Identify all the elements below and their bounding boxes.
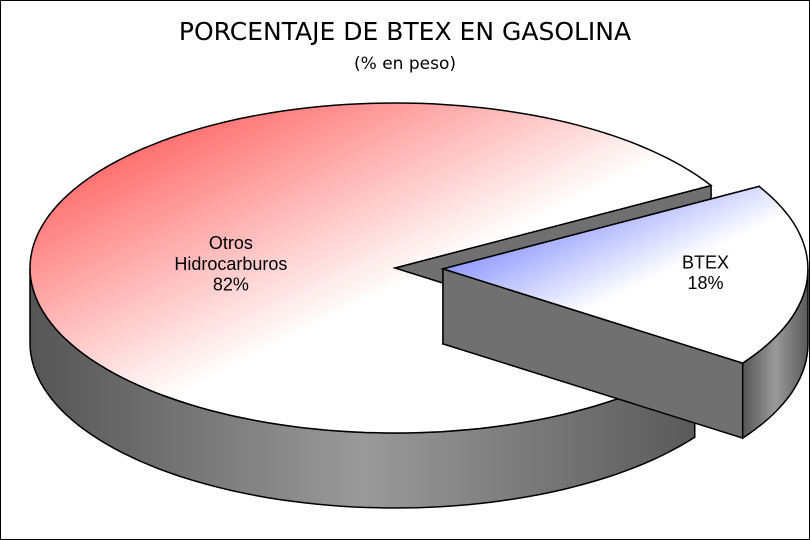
slice (440, 185, 809, 364)
chart-subtitle: (% en peso) (354, 54, 456, 74)
chart-title: PORCENTAJE DE BTEX EN GASOLINA (179, 17, 631, 46)
category-label: Otros Hidrocarburos (174, 233, 287, 274)
value-label: 18% (688, 273, 724, 293)
value-label: 82% (213, 275, 249, 295)
category-label: BTEX (682, 252, 729, 272)
